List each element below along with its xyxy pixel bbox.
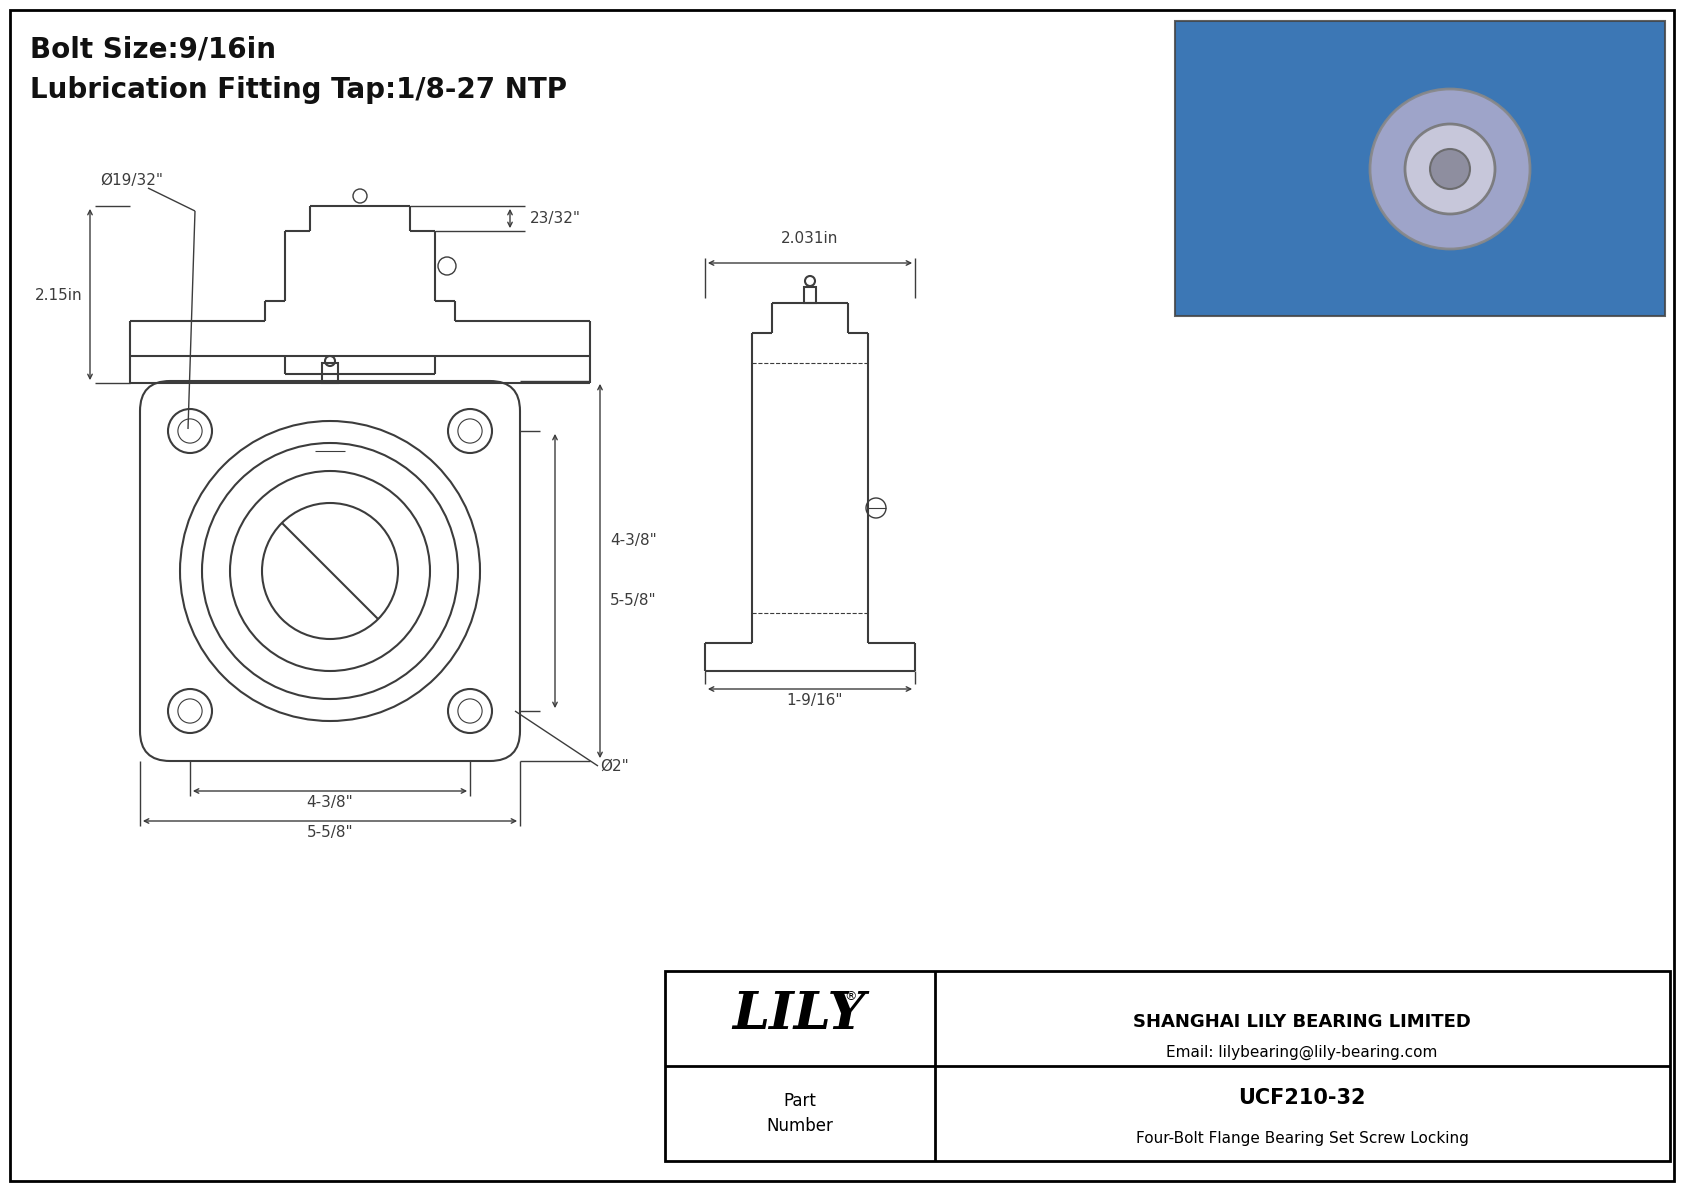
Text: 5-5/8": 5-5/8" [610,593,657,609]
Text: 4-3/8": 4-3/8" [610,534,657,549]
Circle shape [1371,89,1531,249]
Text: Part
Number: Part Number [766,1092,834,1135]
Circle shape [1404,124,1495,214]
Bar [1175,21,1665,316]
Text: Four-Bolt Flange Bearing Set Screw Locking: Four-Bolt Flange Bearing Set Screw Locki… [1135,1130,1468,1146]
Text: SHANGHAI LILY BEARING LIMITED: SHANGHAI LILY BEARING LIMITED [1133,1014,1470,1031]
Text: Ø19/32": Ø19/32" [99,174,163,188]
Text: Bolt Size:9/16in: Bolt Size:9/16in [30,36,276,64]
Text: 2.15in: 2.15in [34,287,83,303]
Text: UCF210-32: UCF210-32 [1238,1089,1366,1109]
Text: Lubrication Fitting Tap:1/8-27 NTP: Lubrication Fitting Tap:1/8-27 NTP [30,76,568,104]
Text: ®: ® [845,990,857,1003]
Text: Email: lilybearing@lily-bearing.com: Email: lilybearing@lily-bearing.com [1167,1045,1438,1060]
Bar [665,971,1671,1161]
Text: 23/32": 23/32" [530,212,581,226]
Text: 2.031in: 2.031in [781,231,839,247]
Bar [322,363,338,384]
Circle shape [1430,149,1470,189]
Text: 4-3/8": 4-3/8" [306,796,354,811]
Text: LILY: LILY [733,990,866,1040]
Text: 1-9/16": 1-9/16" [786,693,844,709]
Text: Ø2": Ø2" [600,759,628,773]
Bar [803,287,817,303]
Text: 5-5/8": 5-5/8" [306,825,354,841]
